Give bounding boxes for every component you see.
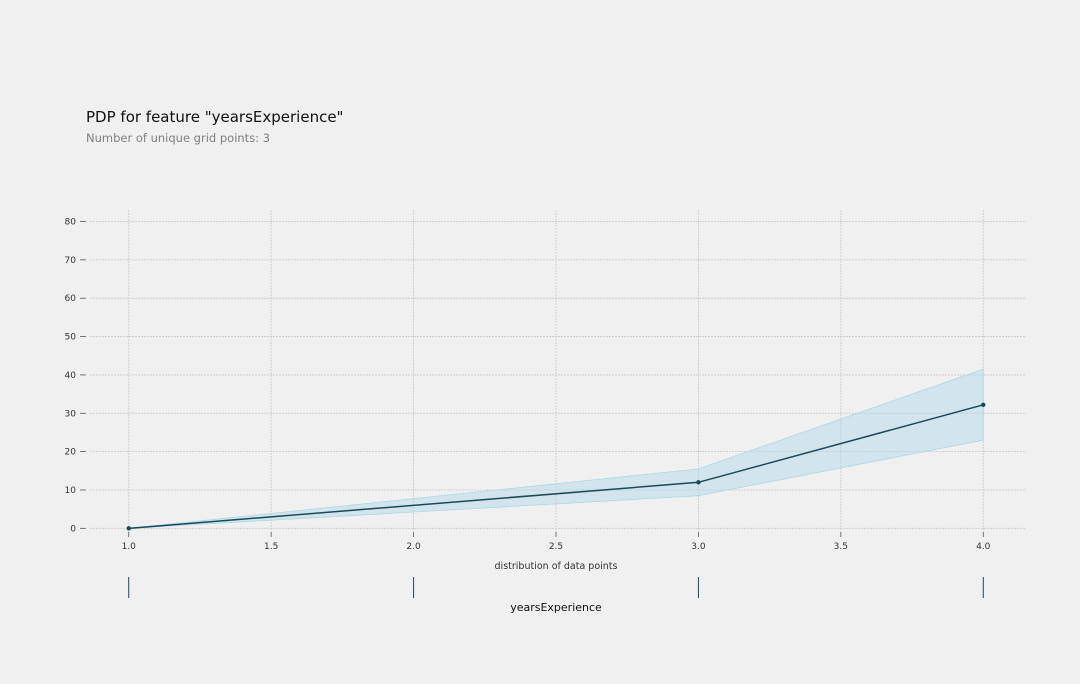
- y-tick-label: 50: [65, 333, 77, 343]
- chart-title: PDP for feature "yearsExperience": [86, 108, 344, 126]
- x-tick-label: 1.0: [122, 542, 137, 552]
- x-tick-label: 4.0: [976, 542, 991, 552]
- distribution-layer: [128, 577, 984, 598]
- y-tick-label: 60: [65, 294, 77, 304]
- y-tick-label: 10: [65, 486, 77, 496]
- tick-label-layer: 0 10 20 30 40 50 60 70 80 1.0 1.5 2.0 2.5 3.0 3.5 4.0: [65, 218, 991, 552]
- x-axis-label: yearsExperience: [510, 601, 602, 614]
- pdp-line-layer: [126, 402, 986, 531]
- x-tick-label: 2.0: [406, 542, 421, 552]
- pdp-point: [981, 402, 986, 408]
- pdp-point: [126, 526, 131, 531]
- y-tick-label: 30: [65, 409, 77, 419]
- pdp-point: [696, 480, 701, 485]
- y-tick-label: 20: [65, 448, 77, 458]
- x-tick-label: 3.5: [834, 542, 848, 552]
- grid-layer: [90, 210, 1026, 532]
- x-tick-label: 2.5: [549, 542, 563, 552]
- x-tick-label: 1.5: [264, 542, 278, 552]
- x-tick-label: 3.0: [691, 542, 706, 552]
- y-tick-label: 0: [70, 524, 76, 534]
- y-tick-label: 70: [65, 256, 77, 266]
- distribution-label: distribution of data points: [495, 561, 618, 572]
- chart-subtitle: Number of unique grid points: 3: [86, 131, 271, 145]
- y-tick-label: 80: [65, 218, 77, 228]
- y-tick-label: 40: [65, 371, 77, 381]
